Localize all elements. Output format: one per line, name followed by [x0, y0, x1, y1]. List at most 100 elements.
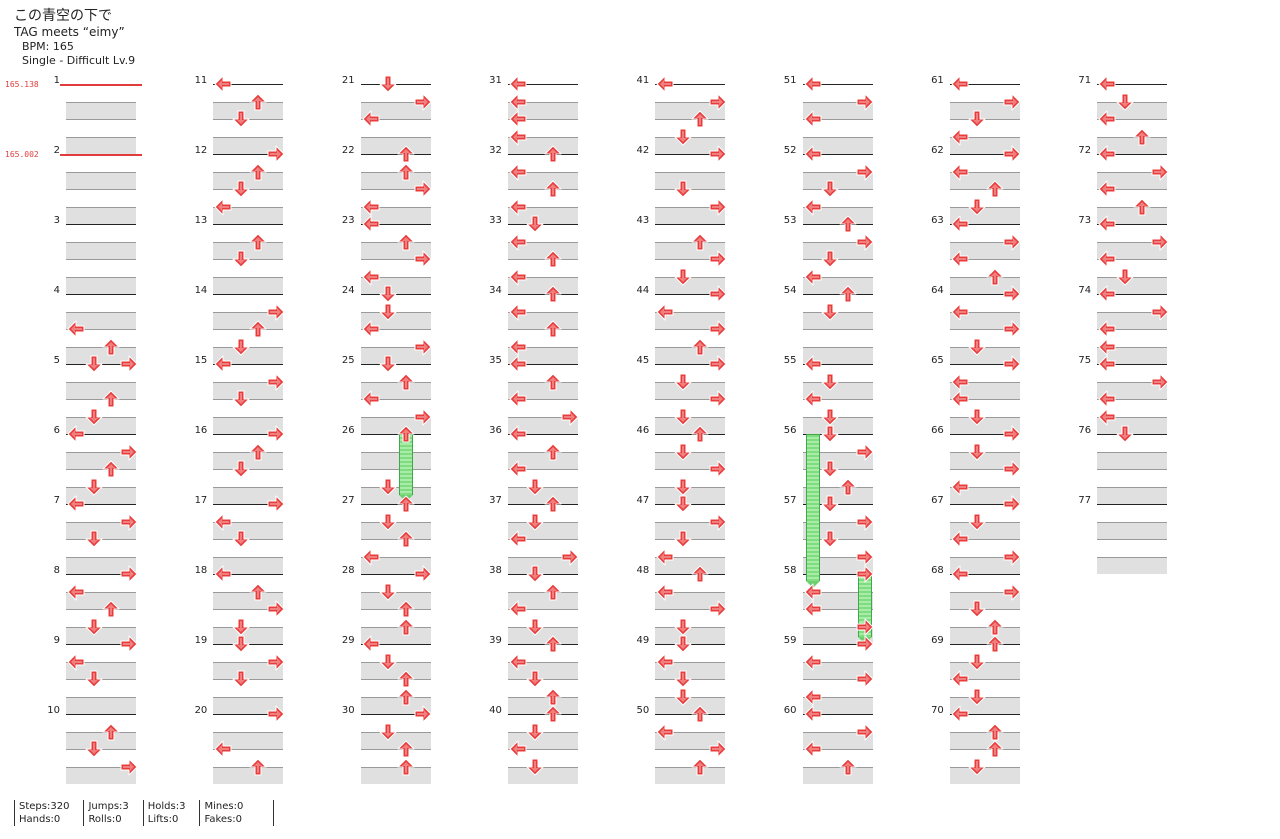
beat-line — [655, 101, 726, 103]
beat-band — [949, 486, 1020, 504]
note-arrow-left-icon — [1098, 355, 1116, 373]
beat-line — [360, 679, 431, 680]
measure-number: 73 — [1078, 215, 1092, 226]
beat-line — [802, 119, 873, 120]
note-arrow-right-icon — [414, 705, 432, 723]
note-arrow-right-icon — [1003, 285, 1021, 303]
beat-line — [66, 381, 136, 383]
beat-band — [360, 661, 431, 679]
measure-bar-line — [949, 434, 1020, 435]
beat-band — [360, 451, 431, 469]
beat-band — [655, 416, 726, 434]
measure-31 — [507, 84, 578, 154]
note-arrow-down-icon — [526, 723, 544, 741]
measure-bar-line — [66, 504, 136, 505]
measure-number: 17 — [194, 495, 208, 506]
beat-band — [949, 626, 1020, 644]
note-arrow-left-icon — [656, 723, 674, 741]
note-arrow-right-icon — [267, 145, 285, 163]
measure-61 — [949, 84, 1020, 154]
note-arrow-right-icon — [709, 285, 727, 303]
beat-line — [507, 451, 578, 453]
note-arrow-left-icon — [656, 548, 674, 566]
measure-number: 15 — [194, 355, 208, 366]
note-arrow-up-icon — [102, 600, 120, 618]
beat-band — [507, 136, 578, 154]
note-arrow-up-icon — [839, 478, 857, 496]
note-arrow-right-icon — [1003, 425, 1021, 443]
measure-4 — [66, 294, 136, 364]
note-arrow-down-icon — [674, 268, 692, 286]
beat-line — [507, 591, 578, 593]
measure-bar-line — [949, 714, 1020, 715]
beat-line — [360, 241, 431, 243]
note-arrow-up-icon — [397, 740, 415, 758]
beat-line — [949, 399, 1020, 400]
beat-band — [802, 381, 873, 399]
beat-line — [66, 189, 136, 190]
beat-line — [507, 381, 578, 383]
note-arrow-left-icon — [951, 670, 969, 688]
measure-bar-line — [213, 364, 284, 365]
note-arrow-up-icon — [691, 705, 709, 723]
measure-bar-line — [802, 364, 873, 365]
note-arrow-left-icon — [362, 268, 380, 286]
beat-band — [802, 661, 873, 679]
note-arrow-up-icon — [397, 163, 415, 181]
beat-band — [655, 206, 726, 224]
beat-line — [360, 206, 431, 208]
beat-line — [802, 661, 873, 663]
beat-line — [213, 521, 284, 523]
note-arrow-left-icon — [214, 355, 232, 373]
note-arrow-right-icon — [709, 250, 727, 268]
note-arrow-right-icon — [1151, 163, 1169, 181]
note-arrow-down-icon — [526, 758, 544, 776]
measure-7 — [66, 504, 136, 574]
note-arrow-up-icon — [249, 758, 267, 776]
stats-col-holds: Holds:3 Lifts:0 — [142, 800, 200, 826]
note-arrow-right-icon — [709, 513, 727, 531]
beat-line — [360, 381, 431, 383]
beat-line — [949, 731, 1020, 733]
beat-line — [213, 661, 284, 663]
note-arrow-left-icon — [1098, 145, 1116, 163]
note-arrow-down-icon — [379, 723, 397, 741]
measure-number: 20 — [194, 705, 208, 716]
note-arrow-left-icon — [509, 425, 527, 443]
measure-bar-line — [507, 154, 578, 155]
note-arrow-down-icon — [379, 285, 397, 303]
beat-line — [802, 276, 873, 278]
note-arrow-right-icon — [120, 355, 138, 373]
measure-bar-line — [802, 644, 873, 645]
beat-band — [507, 766, 578, 784]
beat-line — [655, 749, 726, 750]
beat-band — [802, 626, 873, 644]
beat-line — [507, 311, 578, 313]
beat-line — [66, 241, 136, 243]
beat-line — [66, 766, 136, 768]
beat-line — [949, 679, 1020, 680]
beat-band — [1097, 416, 1168, 434]
beat-line — [507, 101, 578, 103]
note-arrow-down-icon — [821, 425, 839, 443]
note-arrow-down-icon — [968, 110, 986, 128]
note-arrow-right-icon — [120, 758, 138, 776]
measure-bar-line — [360, 714, 431, 715]
beat-line — [802, 399, 873, 400]
measure-number: 10 — [47, 705, 60, 716]
beat-band — [66, 696, 136, 714]
note-arrow-left-icon — [509, 128, 527, 146]
measure-number: 51 — [783, 75, 797, 86]
measure-bar-line — [949, 504, 1020, 505]
note-arrow-right-icon — [414, 338, 432, 356]
note-arrow-left-icon — [1098, 250, 1116, 268]
beat-line — [655, 731, 726, 733]
note-arrow-left-icon — [804, 75, 822, 93]
beat-band — [213, 451, 284, 469]
beat-band — [507, 661, 578, 679]
note-arrow-up-icon — [986, 635, 1004, 653]
beat-line — [507, 556, 578, 558]
beat-band — [802, 241, 873, 259]
note-arrow-down-icon — [85, 740, 103, 758]
note-arrow-down-icon — [674, 618, 692, 636]
